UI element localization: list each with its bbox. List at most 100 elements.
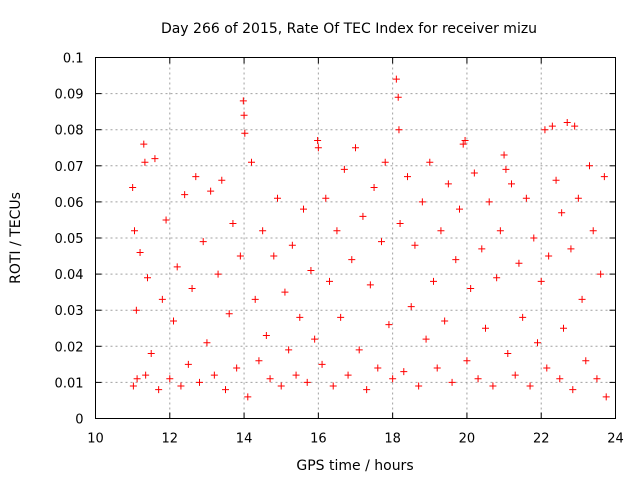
y-tick-label: 0.09 xyxy=(55,88,84,103)
data-point xyxy=(248,158,255,166)
data-point xyxy=(456,205,463,213)
data-point xyxy=(511,371,519,379)
y-tick-label: 0.05 xyxy=(55,232,84,247)
data-point xyxy=(141,158,149,166)
data-point xyxy=(586,162,593,170)
data-point xyxy=(534,339,541,347)
data-point xyxy=(166,375,174,383)
data-point xyxy=(392,75,400,83)
data-point xyxy=(437,227,445,235)
data-point xyxy=(470,169,478,177)
data-point xyxy=(385,321,393,329)
data-point xyxy=(274,194,281,202)
data-point xyxy=(170,317,177,325)
y-tick-label: 0.04 xyxy=(55,268,84,283)
data-point xyxy=(411,241,419,249)
data-point xyxy=(374,364,382,372)
data-point xyxy=(233,364,241,372)
data-point xyxy=(311,335,319,343)
data-point xyxy=(441,317,449,325)
data-point xyxy=(314,144,322,152)
data-point xyxy=(337,313,345,321)
data-point xyxy=(394,93,402,101)
data-point xyxy=(515,259,523,267)
data-point xyxy=(522,194,530,202)
data-point xyxy=(567,245,575,253)
axis-ticks: 10 12 14 16 18 20 22 24 0 0.01 0.02 0.03 0.04 0.05 0.0… xyxy=(55,52,624,447)
data-point xyxy=(132,306,140,314)
data-point xyxy=(485,198,493,206)
data-point xyxy=(530,234,538,242)
data-point xyxy=(582,357,590,365)
data-point xyxy=(526,382,534,390)
data-point xyxy=(552,176,560,184)
y-tick-label: 0 xyxy=(75,413,83,428)
data-point xyxy=(144,274,151,282)
data-point xyxy=(370,183,378,191)
data-point xyxy=(136,248,144,256)
data-point xyxy=(255,357,263,365)
data-point xyxy=(426,158,434,166)
x-tick-label: 22 xyxy=(533,432,550,447)
data-point xyxy=(560,324,567,332)
data-point xyxy=(493,274,501,282)
data-point xyxy=(140,140,148,148)
data-point xyxy=(415,382,423,390)
data-point xyxy=(222,386,229,394)
data-point xyxy=(504,350,512,358)
data-point xyxy=(207,187,215,195)
data-point xyxy=(500,151,508,159)
data-point xyxy=(459,140,467,148)
x-tick-label: 12 xyxy=(162,432,179,447)
data-point xyxy=(162,216,170,224)
data-point xyxy=(502,165,510,173)
data-point xyxy=(548,122,556,130)
data-point xyxy=(433,364,441,372)
data-point xyxy=(333,227,341,235)
data-point xyxy=(461,137,469,145)
x-tick-label: 10 xyxy=(87,432,104,447)
data-point xyxy=(326,277,333,285)
data-point xyxy=(496,227,504,235)
data-point xyxy=(578,295,586,303)
data-point xyxy=(400,368,408,376)
x-tick-label: 24 xyxy=(607,432,624,447)
data-point xyxy=(239,97,247,105)
data-point xyxy=(281,288,289,296)
data-point xyxy=(600,173,608,181)
data-point xyxy=(340,165,348,173)
data-point xyxy=(389,375,397,383)
data-point xyxy=(266,375,274,383)
data-point xyxy=(158,295,166,303)
data-point xyxy=(133,375,141,383)
data-point xyxy=(589,227,597,235)
data-point xyxy=(131,227,138,235)
y-tick-label: 0.07 xyxy=(55,160,84,175)
data-point xyxy=(489,382,497,390)
data-point xyxy=(602,393,610,401)
data-point xyxy=(142,371,150,379)
data-point xyxy=(558,209,566,217)
data-point xyxy=(151,155,159,163)
data-point xyxy=(129,382,137,390)
data-point xyxy=(244,393,252,401)
x-tick-label: 14 xyxy=(236,432,253,447)
data-point xyxy=(519,313,527,321)
data-point xyxy=(467,285,475,293)
x-tick-label: 16 xyxy=(310,432,327,447)
data-point xyxy=(241,129,249,137)
data-point xyxy=(129,183,137,191)
data-point xyxy=(545,252,553,260)
y-tick-label: 0.02 xyxy=(55,340,84,355)
data-point xyxy=(277,382,285,390)
data-point xyxy=(359,212,367,220)
data-point xyxy=(199,238,207,246)
data-point xyxy=(259,227,267,235)
data-point xyxy=(569,386,577,394)
data-point xyxy=(508,180,515,188)
data-point xyxy=(597,270,605,278)
data-point xyxy=(574,194,582,202)
data-point xyxy=(318,360,326,368)
data-point xyxy=(407,303,415,311)
data-points xyxy=(129,75,610,401)
